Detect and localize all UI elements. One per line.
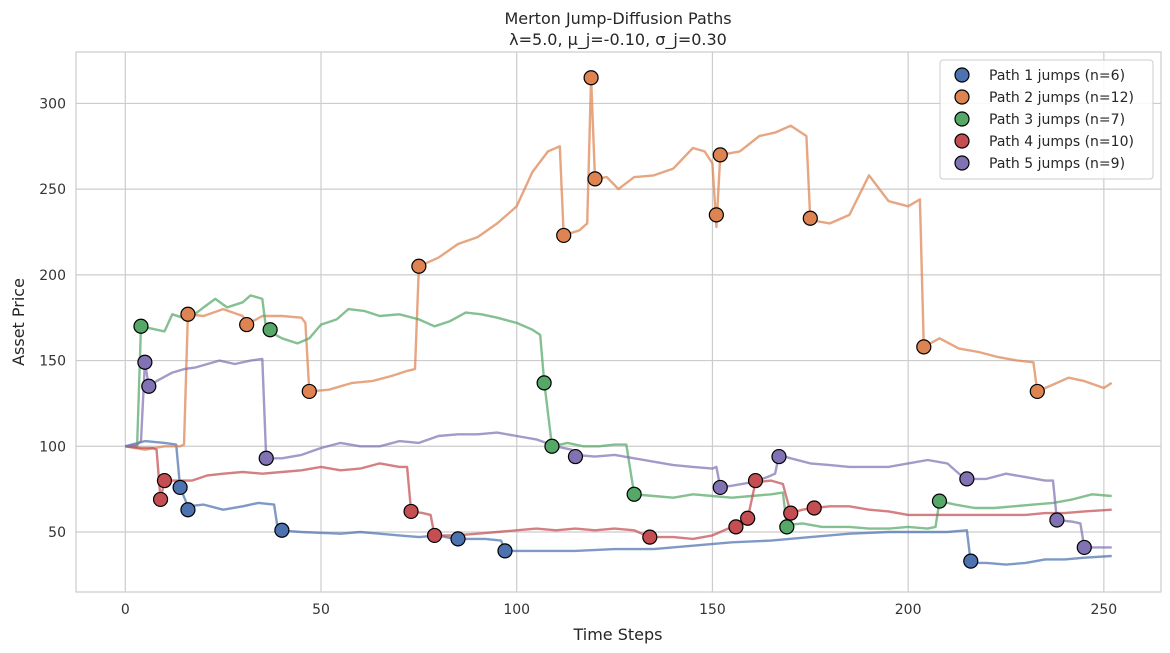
x-tick-label: 150 xyxy=(699,602,726,618)
jump-marker-5 xyxy=(712,479,728,496)
jump-marker-2 xyxy=(708,207,724,223)
series-line-1 xyxy=(124,439,1112,566)
jump-marker-3 xyxy=(262,322,278,338)
y-tick-label: 200 xyxy=(39,268,66,284)
x-axis-label: Time Steps xyxy=(572,625,662,644)
legend-marker-4 xyxy=(954,133,970,149)
jump-marker-5 xyxy=(1049,512,1065,528)
jump-marker-5 xyxy=(137,354,153,370)
y-tick-labels: 50 100 150 200 250 300 xyxy=(39,96,66,541)
jump-marker-1 xyxy=(274,522,290,538)
legend: Path 1 jumps (n=6) Path 2 jumps (n=12) Pat… xyxy=(939,59,1154,180)
jump-marker-5 xyxy=(567,448,584,465)
jump-marker-4 xyxy=(783,505,799,521)
jump-marker-2 xyxy=(802,210,818,226)
jump-marker-2 xyxy=(712,147,728,163)
chart-subtitle: λ=5.0, μ_j=-0.10, σ_j=0.30 xyxy=(509,30,727,50)
jump-marker-1 xyxy=(963,553,979,569)
legend-marker-1 xyxy=(954,67,970,83)
legend-label-4: Path 4 jumps (n=10) xyxy=(989,134,1134,150)
jump-marker-4 xyxy=(747,472,764,489)
jump-marker-2 xyxy=(239,316,255,333)
y-tick-label: 100 xyxy=(39,439,66,455)
jump-marker-1 xyxy=(450,531,466,547)
y-tick-label: 250 xyxy=(39,182,66,198)
jump-marker-4 xyxy=(642,529,658,545)
series-line-4 xyxy=(125,445,1112,541)
jump-marker-1 xyxy=(497,543,513,559)
jump-marker-4 xyxy=(152,491,169,508)
jump-marker-5 xyxy=(141,378,157,394)
jump-marker-4 xyxy=(740,510,756,526)
jump-marker-4 xyxy=(426,527,443,544)
jump-marker-2 xyxy=(411,258,427,274)
jump-marker-5 xyxy=(771,448,787,465)
jump-marker-4 xyxy=(403,503,419,520)
x-tick-label: 100 xyxy=(503,602,530,618)
series-line-5 xyxy=(125,357,1112,549)
jump-marker-4 xyxy=(728,519,744,535)
x-tick-label: 0 xyxy=(121,602,130,618)
jump-marker-2 xyxy=(180,306,196,322)
legend-label-2: Path 2 jumps (n=12) xyxy=(989,90,1134,106)
jump-marker-3 xyxy=(931,493,948,509)
jump-marker-2 xyxy=(916,339,932,355)
legend-label-3: Path 3 jumps (n=7) xyxy=(989,112,1125,128)
x-tick-label: 200 xyxy=(895,602,922,618)
jump-marker-3 xyxy=(779,519,795,535)
jump-marker-3 xyxy=(536,375,552,391)
jump-marker-2 xyxy=(583,70,599,86)
jump-marker-4 xyxy=(156,472,173,489)
y-tick-label: 300 xyxy=(39,96,66,112)
legend-marker-5 xyxy=(954,155,970,171)
jump-marker-5 xyxy=(959,471,975,487)
legend-marker-2 xyxy=(954,89,970,105)
jump-marker-2 xyxy=(587,171,603,187)
y-tick-label: 50 xyxy=(48,525,66,541)
jump-marker-3 xyxy=(626,486,642,502)
chart-title: Merton Jump-Diffusion Paths xyxy=(504,9,731,28)
legend-label-5: Path 5 jumps (n=9) xyxy=(989,156,1125,172)
legend-box xyxy=(939,59,1154,180)
jump-marker-2 xyxy=(556,227,572,244)
jump-marker-2 xyxy=(301,383,317,400)
x-tick-label: 50 xyxy=(312,602,330,618)
jump-marker-5 xyxy=(258,450,274,466)
jump-marker-2 xyxy=(1029,383,1045,400)
x-tick-label: 250 xyxy=(1090,602,1117,618)
jump-marker-3 xyxy=(544,438,560,454)
legend-label-1: Path 1 jumps (n=6) xyxy=(989,68,1125,84)
x-tick-labels: 0 50 100 150 200 250 xyxy=(121,602,1117,618)
legend-marker-3 xyxy=(954,111,970,127)
plot-area xyxy=(75,51,1162,593)
jump-marker-4 xyxy=(806,500,822,516)
y-tick-label: 150 xyxy=(39,354,66,370)
jump-marker-1 xyxy=(180,502,196,518)
jump-markers xyxy=(133,70,1092,569)
jump-marker-5 xyxy=(1076,539,1092,556)
y-axis-label: Asset Price xyxy=(9,278,28,366)
jump-marker-3 xyxy=(133,318,149,334)
jump-marker-1 xyxy=(172,479,188,496)
